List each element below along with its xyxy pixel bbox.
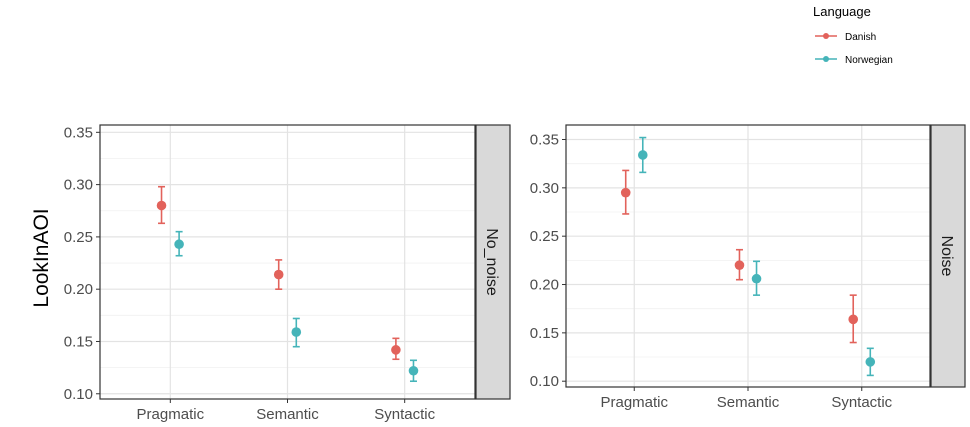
panel-no-noise: 0.10 0.15 0.20 0.25 0.30 0.35 Pragmatic Semant… — [64, 124, 511, 423]
data-marks — [620, 136, 876, 377]
gridlines — [566, 125, 930, 387]
data-point-danish — [620, 187, 631, 198]
y-tick-label: 0.35 — [64, 124, 93, 141]
y-tick-label: 0.10 — [530, 373, 559, 390]
legend-key-point-norwegian — [823, 56, 829, 62]
gridlines — [100, 125, 475, 399]
legend-item-norwegian: Norwegian — [815, 55, 893, 66]
data-point-norwegian — [291, 327, 302, 337]
data-point-danish — [734, 260, 745, 270]
y-tick-label: 0.20 — [530, 277, 559, 294]
data-point-norwegian — [637, 150, 648, 160]
y-tick-label: 0.15 — [530, 325, 559, 342]
facet-strip-label: No_noise — [483, 228, 500, 296]
x-tick-label: Semantic — [256, 406, 319, 423]
data-point-danish — [273, 269, 284, 280]
y-axis: 0.10 0.15 0.20 0.25 0.30 0.35 — [530, 132, 566, 390]
x-tick-label: Pragmatic — [600, 394, 668, 411]
y-tick-label: 0.15 — [64, 333, 93, 350]
facet-strip-label: Noise — [938, 236, 955, 277]
y-tick-label: 0.30 — [64, 177, 93, 194]
panel-noise: 0.10 0.15 0.20 0.25 0.30 0.35 Pragmatic Semant… — [530, 124, 966, 411]
x-tick-label: Semantic — [717, 394, 780, 411]
x-axis: Pragmatic Semantic Syntactic — [137, 399, 436, 423]
y-tick-label: 0.10 — [64, 386, 93, 403]
data-point-norwegian — [174, 239, 184, 250]
legend-key-point-danish — [823, 33, 829, 39]
data-marks — [156, 185, 419, 383]
legend: Language Danish Norwegian — [813, 4, 893, 66]
data-point-norwegian — [865, 357, 876, 367]
legend-title: Language — [813, 4, 871, 19]
y-axis-title: LookInAOI — [30, 208, 53, 307]
legend-label-danish: Danish — [845, 32, 876, 43]
y-tick-label: 0.35 — [530, 132, 559, 149]
y-tick-label: 0.25 — [64, 229, 93, 246]
y-tick-label: 0.20 — [64, 281, 93, 298]
data-point-danish — [156, 200, 167, 211]
data-point-danish — [391, 345, 401, 355]
x-tick-label: Syntactic — [831, 394, 892, 411]
facet-strip — [475, 124, 511, 400]
x-tick-label: Syntactic — [374, 406, 435, 423]
facet-strip — [930, 124, 966, 388]
x-axis: Pragmatic Semantic Syntactic — [600, 387, 893, 411]
data-point-danish — [848, 314, 859, 325]
legend-item-danish: Danish — [815, 32, 876, 43]
y-tick-label: 0.30 — [530, 180, 559, 197]
legend-label-norwegian: Norwegian — [845, 55, 893, 66]
data-point-norwegian — [751, 273, 762, 284]
x-tick-label: Pragmatic — [137, 406, 205, 423]
data-point-norwegian — [408, 365, 419, 376]
y-tick-label: 0.25 — [530, 228, 559, 245]
y-axis: 0.10 0.15 0.20 0.25 0.30 0.35 — [64, 124, 100, 403]
